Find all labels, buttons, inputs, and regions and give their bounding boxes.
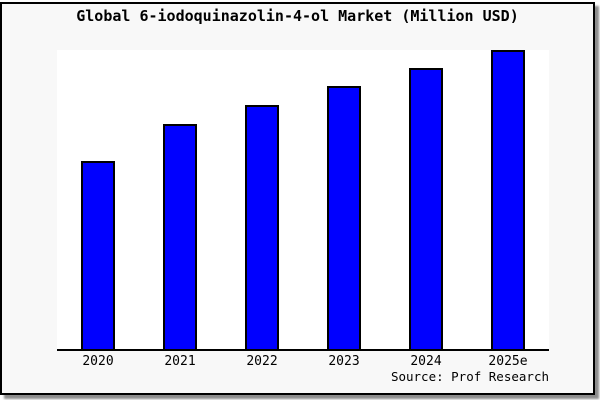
x-tick-label-2021: 2021 bbox=[164, 354, 196, 369]
bars-container bbox=[57, 50, 549, 349]
bar-slot bbox=[385, 50, 467, 349]
x-tick-label-2024: 2024 bbox=[410, 354, 442, 369]
x-tick-label-2022: 2022 bbox=[246, 354, 278, 369]
chart-window: Global 6-iodoquinazolin-4-ol Market (Mil… bbox=[0, 2, 595, 395]
bar-slot bbox=[139, 50, 221, 349]
bar-2020 bbox=[81, 161, 115, 349]
bar-2025e bbox=[491, 50, 525, 349]
bar-slot bbox=[303, 50, 385, 349]
bar-2023 bbox=[327, 86, 361, 349]
bar-2021 bbox=[163, 124, 197, 349]
bar-2024 bbox=[409, 68, 443, 349]
bar-slot bbox=[57, 50, 139, 349]
bar-slot bbox=[467, 50, 549, 349]
source-label: Source: Prof Research bbox=[390, 369, 549, 384]
plot-area bbox=[57, 50, 549, 351]
x-axis-labels: 2020 2021 2022 2023 2024 2025e bbox=[57, 355, 549, 369]
bar-slot bbox=[221, 50, 303, 349]
bar-2022 bbox=[245, 105, 279, 349]
chart-title: Global 6-iodoquinazolin-4-ol Market (Mil… bbox=[76, 7, 519, 25]
x-tick-label-2020: 2020 bbox=[82, 354, 114, 369]
x-tick-label-2025e: 2025e bbox=[488, 354, 528, 369]
x-tick-label-2023: 2023 bbox=[328, 354, 360, 369]
